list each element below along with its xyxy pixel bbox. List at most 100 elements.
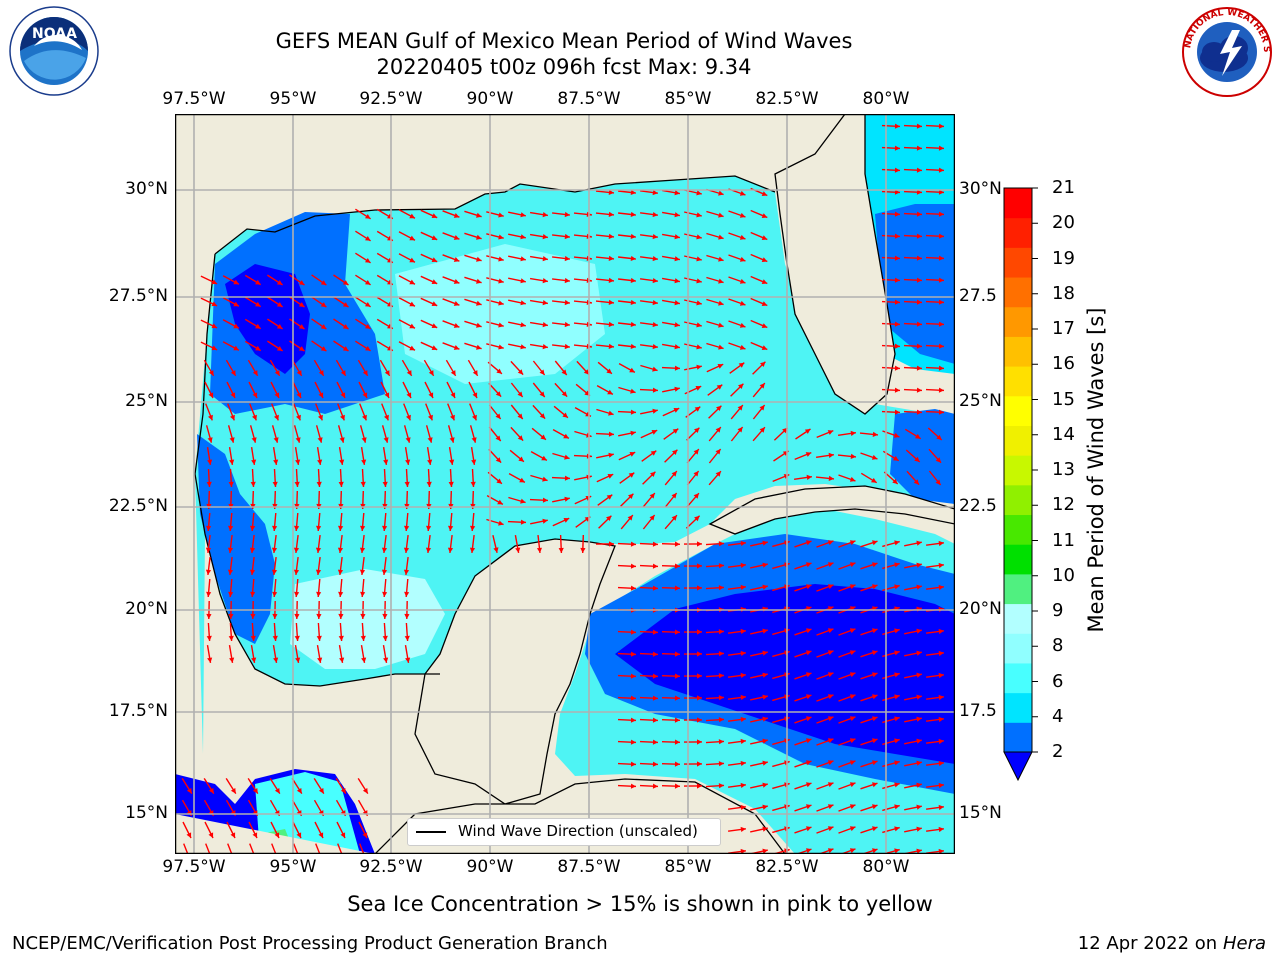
wind-arrow xyxy=(752,361,766,375)
wind-arrow xyxy=(270,821,280,839)
wind-arrow xyxy=(706,276,724,284)
wind-arrow xyxy=(617,409,637,415)
wind-arrow xyxy=(705,629,725,635)
wind-arrow xyxy=(684,321,702,328)
wind-arrow xyxy=(272,644,279,664)
wind-arrow xyxy=(360,468,366,488)
wind-arrow xyxy=(926,672,944,679)
wind-arrow xyxy=(881,145,901,151)
wind-arrow xyxy=(529,233,549,240)
wind-arrow xyxy=(205,535,212,553)
wind-arrow xyxy=(244,296,262,308)
colorbar-tick-label: 18 xyxy=(1052,282,1075,304)
wind-arrow xyxy=(926,804,944,811)
wind-arrow xyxy=(228,468,234,488)
wind-arrow xyxy=(860,628,878,636)
wind-arrow xyxy=(270,381,280,399)
wind-arrow xyxy=(860,760,878,768)
wind-arrow xyxy=(794,760,812,768)
wind-arrow xyxy=(640,234,658,240)
wind-arrow xyxy=(420,275,438,285)
wind-arrow xyxy=(267,340,283,352)
wind-arrow xyxy=(664,449,678,463)
wind-arrow xyxy=(425,403,433,421)
wind-arrow xyxy=(903,277,923,283)
wind-arrow xyxy=(925,211,945,217)
wind-arrow xyxy=(926,760,944,767)
wind-direction-arrows xyxy=(181,123,945,854)
wind-arrow xyxy=(903,211,923,217)
wind-arrow xyxy=(794,672,812,680)
wind-arrow xyxy=(617,651,637,657)
wind-arrow xyxy=(289,296,305,308)
wind-arrow xyxy=(926,584,944,591)
arrow-legend: Wind Wave Direction (unscaled) xyxy=(407,818,721,846)
plot-title-line2: 20220405 t00z 096h fcst Max: 9.34 xyxy=(376,55,752,79)
wind-arrow xyxy=(642,514,656,530)
wind-arrow xyxy=(617,761,637,767)
wind-arrow xyxy=(816,716,834,724)
wind-arrow xyxy=(750,341,768,351)
wind-arrow xyxy=(529,211,549,218)
wind-arrow xyxy=(860,738,878,746)
colorbar-tick-label: 11 xyxy=(1052,529,1075,551)
wind-arrow xyxy=(706,298,724,306)
wind-arrow xyxy=(618,233,636,239)
wind-arrow xyxy=(404,578,410,598)
wind-arrow xyxy=(404,512,410,532)
wind-arrow xyxy=(684,299,702,306)
wind-arrow xyxy=(794,782,812,790)
colorbar-segment xyxy=(1004,544,1032,575)
wind-arrow xyxy=(838,650,856,658)
wind-arrow xyxy=(837,453,857,459)
wind-arrow xyxy=(355,274,371,286)
wind-arrow xyxy=(684,211,702,218)
wind-arrow xyxy=(355,230,371,242)
wind-arrow xyxy=(794,451,812,461)
wind-arrow xyxy=(683,717,703,723)
colorbar-label: Mean Period of Wind Waves [s] xyxy=(1084,307,1108,633)
wind-arrow xyxy=(445,359,457,377)
wind-arrow xyxy=(492,535,499,553)
wind-arrow xyxy=(640,190,658,196)
wind-arrow xyxy=(576,360,590,376)
wind-arrow xyxy=(881,277,901,283)
wind-arrow xyxy=(204,821,214,839)
wind-arrow xyxy=(640,344,658,350)
wind-arrow xyxy=(488,426,502,442)
wind-arrow xyxy=(420,297,438,307)
wind-arrow xyxy=(860,452,878,460)
wind-arrow xyxy=(205,403,213,421)
wind-arrow xyxy=(903,299,923,305)
wind-arrow xyxy=(750,782,768,789)
wind-arrow xyxy=(293,403,301,421)
wind-arrow xyxy=(640,429,658,439)
wind-arrow xyxy=(642,471,656,485)
wind-arrow xyxy=(293,557,300,575)
wind-arrow xyxy=(398,297,416,307)
wind-arrow xyxy=(442,254,460,262)
wind-arrow xyxy=(532,360,546,376)
wind-arrow xyxy=(750,584,768,591)
wind-arrow xyxy=(509,449,525,463)
colorbar-segment xyxy=(1004,484,1032,516)
wind-arrow xyxy=(510,360,524,376)
wind-arrow xyxy=(508,277,526,284)
wind-arrow xyxy=(617,783,637,789)
wind-arrow xyxy=(817,848,834,854)
wind-arrow xyxy=(316,468,322,488)
wind-arrow xyxy=(357,778,369,794)
wind-arrow xyxy=(860,540,878,548)
wind-arrow xyxy=(403,557,410,575)
wind-arrow xyxy=(750,650,768,657)
wind-arrow xyxy=(661,563,681,569)
wind-arrow xyxy=(816,694,834,702)
wind-arrow xyxy=(661,211,681,218)
colorbar-tick-label: 13 xyxy=(1052,459,1075,480)
wind-arrow xyxy=(640,278,658,284)
wind-arrow xyxy=(316,644,323,664)
wind-arrow xyxy=(182,821,192,839)
wind-arrow xyxy=(488,382,502,398)
wind-arrow xyxy=(508,472,526,484)
latitude-tick-label: 25°N xyxy=(959,391,1002,411)
